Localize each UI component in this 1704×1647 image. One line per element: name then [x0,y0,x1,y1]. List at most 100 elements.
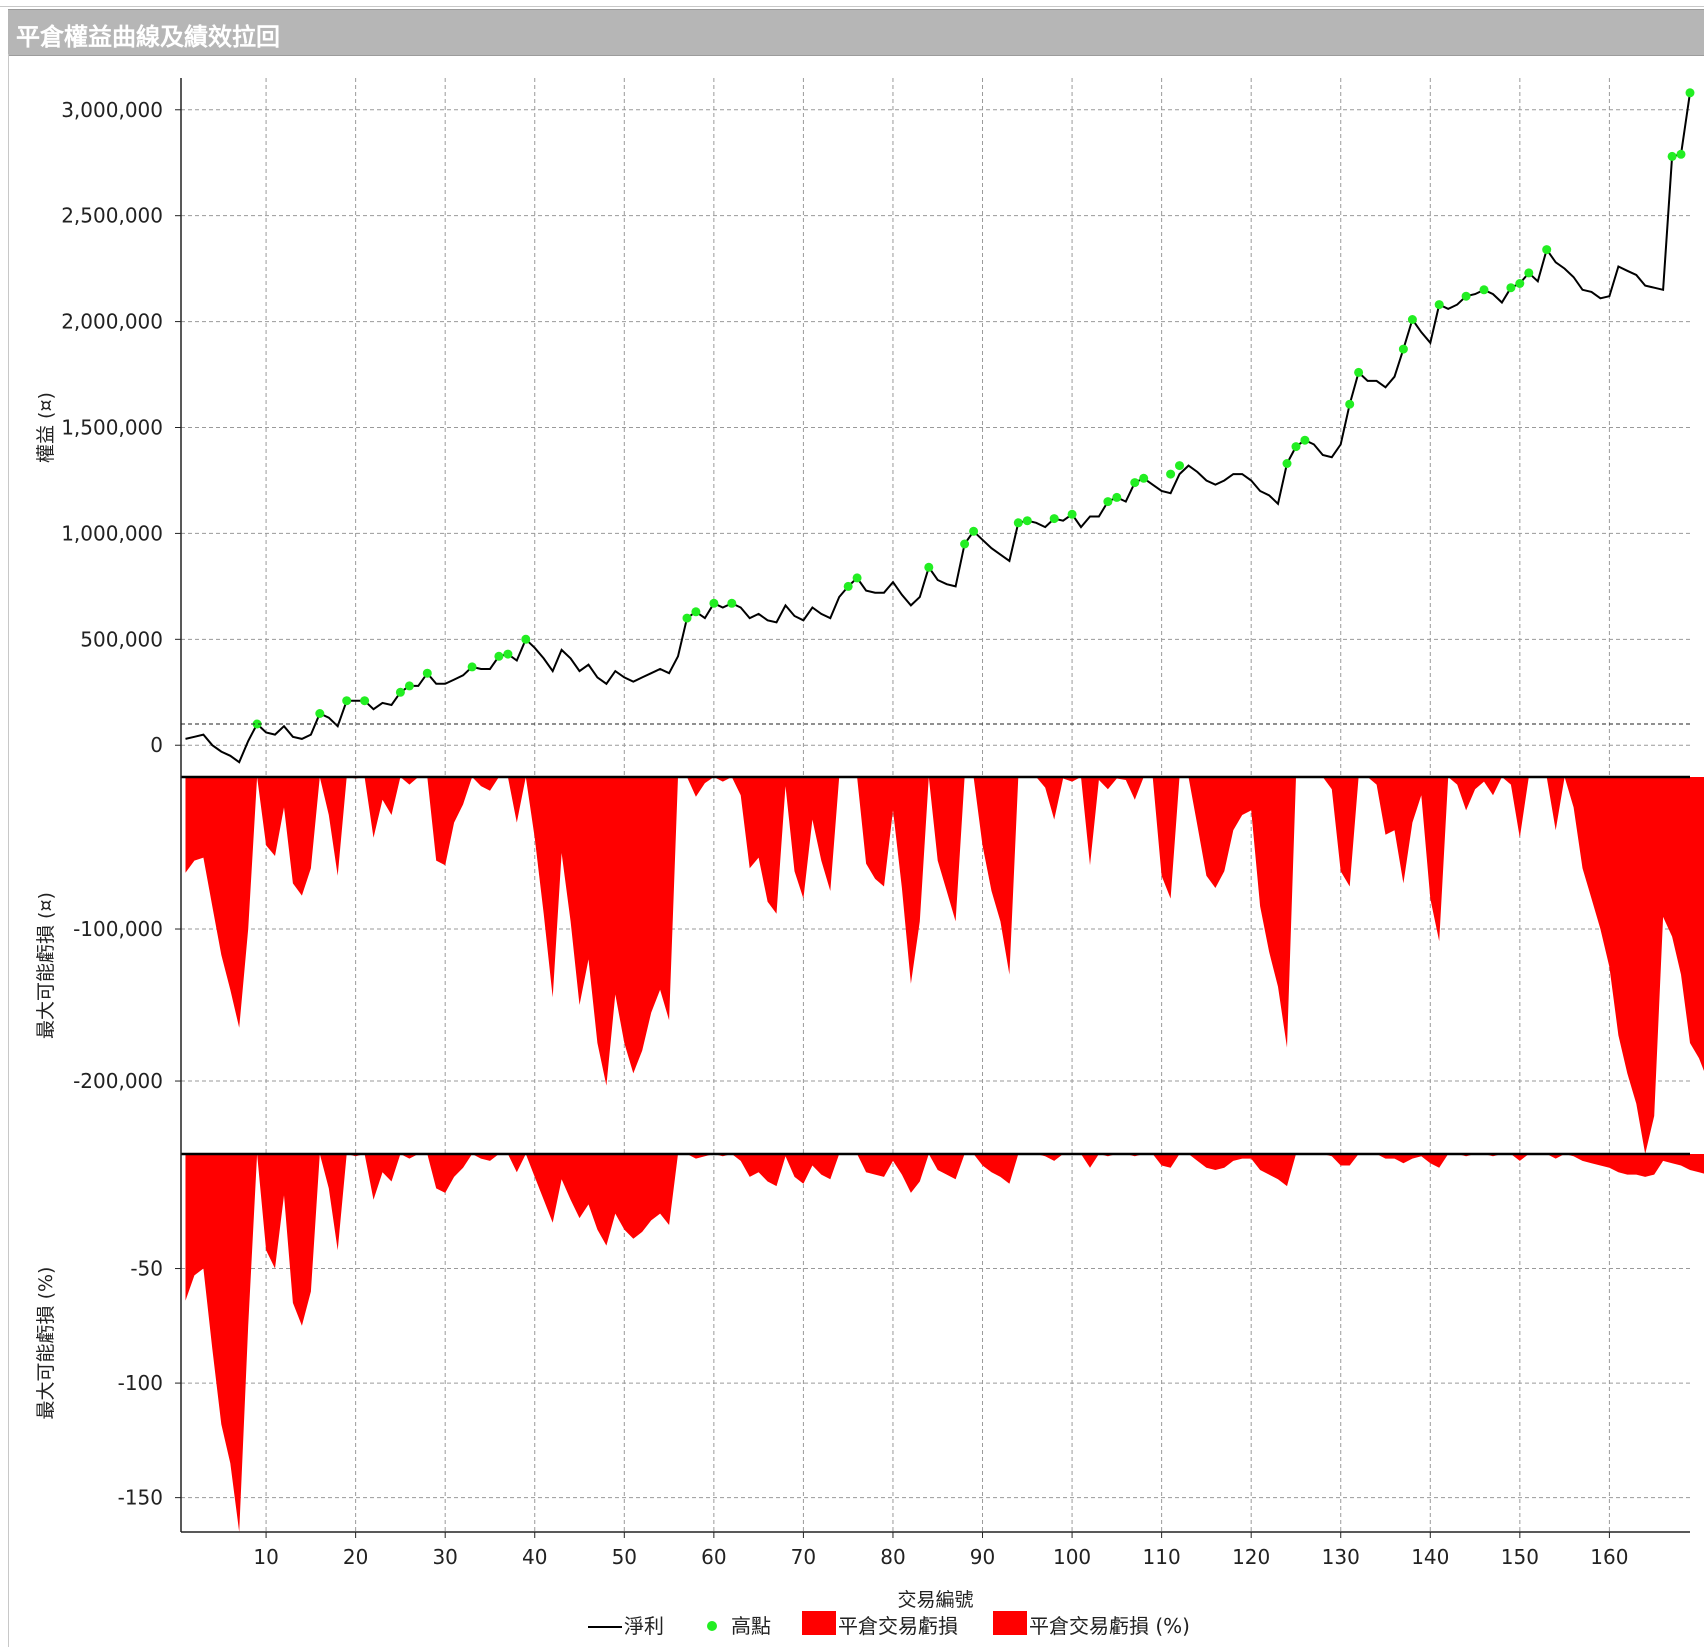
high-point [1175,461,1184,471]
high-point [1291,442,1301,452]
equity-line-layer [185,88,1695,764]
high-point [395,687,405,697]
x-tick-label: 70 [791,1545,816,1569]
high-point [691,607,701,617]
x-tick-label: 90 [970,1545,995,1569]
high-point [1676,149,1686,159]
x-tick-label: 120 [1232,1545,1270,1569]
high-point [315,709,325,718]
x-tick-label: 150 [1501,1545,1539,1569]
high-point [1479,285,1489,295]
x-tick-label: 20 [343,1545,368,1569]
drawdown-areas [185,777,1704,1532]
x-tick-label: 100 [1053,1545,1091,1569]
high-point [852,573,862,583]
high-point [960,539,970,549]
high-point [1407,315,1417,324]
x-tick-label: 80 [880,1545,905,1569]
x-tick-label: 50 [612,1545,637,1569]
high-point [342,696,352,706]
x-tick-label: 140 [1411,1545,1449,1569]
high-point [1515,279,1525,288]
legend-label: 淨利 [624,1614,664,1638]
y-tick-label: 1,500,000 [61,416,163,440]
x-tick-label: 130 [1322,1545,1360,1569]
high-point [969,526,979,536]
high-point [494,651,504,661]
high-point [1506,283,1516,293]
x-tick-label: 160 [1590,1545,1628,1569]
high-point [1166,469,1176,479]
high-point [843,581,853,591]
high-point [360,696,370,706]
x-tick-label: 60 [701,1545,726,1569]
top-border [0,6,1704,7]
legend-label: 平倉交易虧損 [838,1614,958,1638]
y-axis-label: 最大可能虧損 (%) [35,1267,57,1420]
x-tick-label: 40 [522,1545,547,1569]
legend-label: 平倉交易虧損 (%) [1029,1614,1190,1638]
y-tick-label: 2,500,000 [61,204,163,228]
y-axis-label: 權益 (¤) [35,392,57,463]
high-point [503,649,513,659]
high-point [1667,151,1677,161]
high-point [709,598,719,608]
high-point [252,719,262,729]
high-point [1461,291,1471,301]
y-tick-label: -150 [118,1486,163,1510]
y-tick-label: -50 [130,1257,163,1281]
y-tick-label: 2,000,000 [61,310,163,334]
label-layer: 0 500,000 1,000,000 1,500,000 2,000,000 2,500… [35,98,1628,1611]
high-point [1524,268,1534,278]
y-tick-label: -100 [118,1371,163,1395]
x-tick-label: 110 [1143,1545,1181,1569]
legend-area-pct-swatch [993,1611,1027,1635]
high-point [467,662,477,672]
y-tick-label: 3,000,000 [61,98,163,122]
y-tick-label: 500,000 [80,627,163,651]
drawdown-area-1 [185,777,1704,1154]
y-axis-label: 最大可能虧損 (¤) [35,892,57,1039]
high-point [1685,88,1695,98]
high-point [1542,245,1552,255]
title-bar: 平倉權益曲線及績效拉回 [8,9,1704,56]
left-border [8,54,9,1647]
x-tick-label: 30 [432,1545,457,1569]
high-point [521,634,531,644]
y-tick-label: 0 [150,733,163,757]
high-point [1022,516,1032,526]
high-point [1354,367,1364,377]
drawdown-area-2 [185,1154,1704,1532]
high-point [422,668,432,678]
high-point [1049,514,1059,524]
legend[interactable]: 淨利 高點 平倉交易虧損 平倉交易虧損 (%) [588,1611,1190,1638]
high-point [404,681,414,691]
high-point [924,562,934,572]
high-point [727,598,737,608]
high-point [1300,435,1310,445]
window-title: 平倉權益曲線及績效拉回 [16,23,280,51]
legend-dot-swatch [707,1621,717,1631]
high-point [1345,399,1355,409]
high-point [1067,509,1077,519]
legend-area-swatch [802,1611,836,1635]
high-point [1112,492,1122,502]
high-point [1282,459,1292,468]
high-point [1434,300,1444,310]
high-point [682,613,692,623]
x-axis-label: 交易編號 [897,1589,973,1611]
high-point [1130,478,1140,488]
y-tick-label: -100,000 [73,917,163,941]
x-tick-label: 10 [253,1545,278,1569]
high-point [1398,344,1408,354]
legend-label: 高點 [731,1614,771,1638]
y-tick-label: 1,000,000 [61,521,163,545]
y-tick-label: -200,000 [73,1069,163,1093]
high-point [1139,473,1149,483]
high-point [1103,497,1113,507]
high-point [1013,518,1023,528]
axis-layer [175,78,1690,1538]
grid-layer [181,78,1690,1532]
